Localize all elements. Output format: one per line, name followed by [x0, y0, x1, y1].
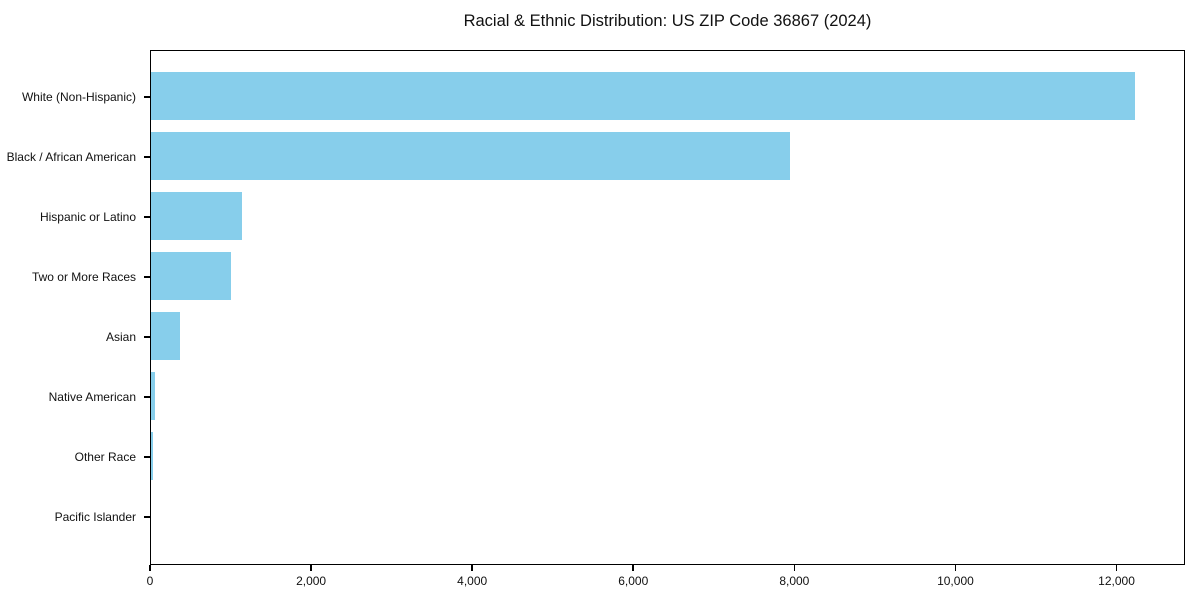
- bar: [151, 432, 154, 481]
- x-tick-label: 4,000: [457, 574, 488, 588]
- y-tick: [144, 216, 150, 218]
- bar: [151, 72, 1135, 121]
- x-tick-label: 0: [146, 574, 154, 588]
- y-axis-label: Other Race: [74, 450, 136, 464]
- y-axis-label: Asian: [105, 330, 136, 344]
- x-tick: [1115, 565, 1118, 571]
- y-tick: [144, 516, 150, 518]
- bar: [151, 192, 242, 241]
- y-axis-label: Two or More Races: [31, 270, 136, 284]
- bar: [151, 132, 791, 181]
- x-tick-label: 12,000: [1098, 574, 1135, 588]
- x-tick: [149, 565, 151, 571]
- plot-area: [150, 50, 1185, 565]
- x-tick: [954, 565, 957, 571]
- x-tick: [471, 565, 473, 571]
- y-axis-label: White (Non-Hispanic): [21, 90, 136, 104]
- y-tick: [144, 336, 150, 338]
- y-axis-label: Pacific Islander: [54, 510, 136, 524]
- y-tick: [144, 156, 150, 158]
- y-tick: [144, 96, 150, 98]
- bar: [151, 372, 156, 421]
- y-tick: [144, 276, 150, 278]
- y-tick: [144, 396, 150, 398]
- bar: [151, 252, 232, 301]
- x-tick: [793, 565, 796, 571]
- y-tick: [144, 456, 150, 458]
- x-tick-label: 10,000: [937, 574, 974, 588]
- x-tick: [632, 565, 635, 571]
- y-axis: White (Non-Hispanic) Black / African Amer…: [0, 50, 150, 565]
- x-tick-label: 6,000: [618, 574, 649, 588]
- x-axis: 0 2,000 4,000 6,000 8,000 10,000 12,000: [146, 565, 1185, 600]
- y-axis-label: Black / African American: [6, 150, 136, 164]
- y-axis-label: Hispanic or Latino: [39, 210, 136, 224]
- chart-title: Racial & Ethnic Distribution: US ZIP Cod…: [463, 12, 872, 30]
- x-tick-label: 2,000: [296, 574, 327, 588]
- x-tick: [310, 565, 312, 571]
- y-axis-label: Native American: [48, 390, 136, 404]
- bar: [151, 312, 180, 361]
- x-tick-label: 8,000: [779, 574, 810, 588]
